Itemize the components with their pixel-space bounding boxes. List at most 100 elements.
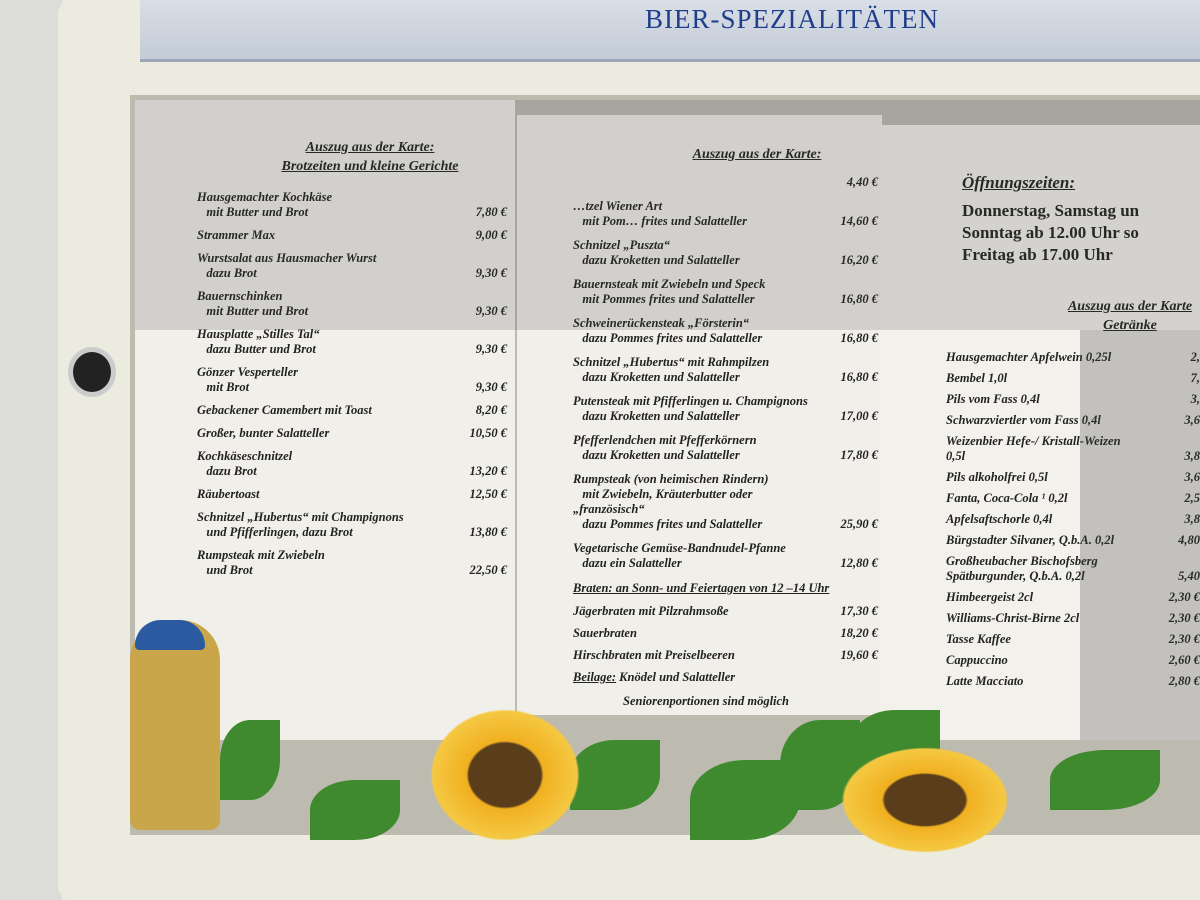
- menu-item-price: 2,30 €: [1168, 632, 1200, 646]
- mains-heading: Auszug aus der Karte:: [692, 147, 822, 162]
- menu-item: Hausplatte „Stilles Tal“ dazu Butter und…: [197, 327, 507, 357]
- menu-item-price: 12,80 €: [840, 556, 879, 570]
- menu-item: Himbeergeist 2cl 2,30 €: [946, 590, 1200, 605]
- menu-item-name: Fanta, Coca-Cola ¹ 0,2l: [946, 491, 1068, 505]
- menu-item-name: Räubertoast: [197, 487, 260, 501]
- menu-item-name: Rumpsteak (von heimischen Rindern) mit Z…: [573, 472, 769, 531]
- menu-item-name: Hausgemachter Kochkäse mit Butter und Br…: [197, 190, 333, 219]
- menu-item: 4,40 €: [573, 175, 878, 190]
- menu-item-name: Cappuccino: [946, 653, 1008, 667]
- menu-item: Pfefferlendchen mit Pfefferkörnern dazu …: [573, 433, 878, 463]
- header-sign: BIER-SPEZIALITÄTEN: [140, 0, 1200, 62]
- senior-note: Seniorenportionen sind möglich: [623, 694, 790, 708]
- menu-item: Großheubacher Bischofsberg Spätburgunder…: [946, 554, 1200, 584]
- sunflower: [830, 740, 1020, 860]
- menu-item: Gönzer Vesperteller mit Brot 9,30 €: [197, 365, 507, 395]
- opening-hours: Donnerstag, Samstag un Sonntag ab 12.00 …: [962, 200, 1139, 266]
- menu-item-price: 13,20 €: [469, 464, 508, 478]
- menu-item-name: …tzel Wiener Art mit Pom… frites und Sal…: [573, 199, 747, 228]
- sunflower: [420, 700, 590, 850]
- menu-item-name: Großheubacher Bischofsberg Spätburgunder…: [946, 554, 1098, 583]
- menu-item: Hausgemachter Apfelwein 0,25l 2,: [946, 350, 1200, 365]
- menu-item-price: 2,30 €: [1168, 611, 1200, 625]
- menu-item: Apfelsaftschorle 0,4l 3,8: [946, 512, 1200, 527]
- menu-item-name: Gebackener Camembert mit Toast: [197, 403, 372, 417]
- menu-item-price: 10,50 €: [469, 426, 508, 440]
- menu-item-price: 14,60 €: [840, 214, 879, 228]
- menu-item-name: Weizenbier Hefe-/ Kristall-Weizen 0,5l: [946, 434, 1124, 463]
- snacks-heading: Auszug aus der Karte: Brotzeiten und kle…: [281, 140, 459, 174]
- menu-item: Bauernschinken mit Butter und Brot 9,30 €: [197, 289, 507, 319]
- decorative-flowers: [130, 620, 1200, 860]
- menu-item-name: Kochkäseschnitzel dazu Brot: [197, 449, 293, 478]
- menu-item: Schnitzel „Hubertus“ mit Champignons und…: [197, 510, 507, 540]
- hours-line: Donnerstag, Samstag un: [962, 201, 1140, 220]
- menu-sheet-drinks: Öffnungszeiten: Donnerstag, Samstag un S…: [880, 125, 1200, 740]
- shadow: [135, 100, 1200, 330]
- menu-item-price: 16,80 €: [840, 370, 879, 384]
- menu-item-name: Sauerbraten: [573, 626, 637, 640]
- menu-item-name: Bembel 1,0l: [946, 371, 1008, 385]
- menu-item-price: 3,6: [1184, 470, 1200, 484]
- menu-item-price: 2,30 €: [1168, 590, 1200, 604]
- menu-item-price: 16,80 €: [840, 292, 879, 306]
- menu-item-price: 7,80 €: [475, 205, 507, 219]
- menu-item-price: 8,20 €: [475, 403, 507, 417]
- menu-item-name: Schweinerückensteak „Försterin“ dazu Pom…: [573, 316, 763, 345]
- menu-item-name: Williams-Christ-Birne 2cl: [946, 611, 1080, 625]
- side-label: Beilage:: [573, 670, 617, 684]
- menu-item-name: Bauernschinken mit Butter und Brot: [197, 289, 309, 318]
- menu-item-name: Schnitzel „Hubertus“ mit Rahmpilzen dazu…: [573, 355, 770, 384]
- roast-list: Jägerbraten mit Pilzrahmsoße 17,30 € Sauer…: [573, 604, 878, 663]
- menu-item: …tzel Wiener Art mit Pom… frites und Sal…: [573, 199, 878, 229]
- menu-item-price: 3,: [1190, 392, 1200, 406]
- menu-item: Bürgstadter Silvaner, Q.b.A. 0,2l 4,80: [946, 533, 1200, 548]
- menu-item: Pils vom Fass 0,4l 3,: [946, 392, 1200, 407]
- menu-item: Schnitzel „Hubertus“ mit Rahmpilzen dazu…: [573, 355, 878, 385]
- menu-item-price: 16,20 €: [840, 253, 879, 267]
- menu-item: Cappuccino 2,60 €: [946, 653, 1200, 668]
- menu-item: Gebackener Camembert mit Toast 8,20 €: [197, 403, 507, 418]
- menu-item-name: Apfelsaftschorle 0,4l: [946, 512, 1053, 526]
- roast-heading: Braten: an Sonn- und Feiertagen von 12 –…: [573, 581, 830, 595]
- lock-icon: [68, 347, 116, 397]
- menu-item-name: Schwarzviertler vom Fass 0,4l: [946, 413, 1101, 427]
- menu-item: Jägerbraten mit Pilzrahmsoße 17,30 €: [573, 604, 878, 619]
- menu-item-name: Hausgemachter Apfelwein 0,25l: [946, 350, 1112, 364]
- menu-item-price: 19,60 €: [840, 648, 879, 662]
- menu-item-price: 17,80 €: [840, 448, 879, 462]
- menu-item: Bembel 1,0l 7,: [946, 371, 1200, 386]
- menu-item: Großer, bunter Salatteller 10,50 €: [197, 426, 507, 441]
- hours-line: Freitag ab 17.00 Uhr: [962, 245, 1113, 264]
- menu-item-name: Großer, bunter Salatteller: [197, 426, 330, 440]
- menu-item: Schweinerückensteak „Försterin“ dazu Pom…: [573, 316, 878, 346]
- menu-item: Schnitzel „Puszta“ dazu Kroketten und Sa…: [573, 238, 878, 268]
- menu-item-name: Hirschbraten mit Preiselbeeren: [573, 648, 735, 662]
- menu-item: Weizenbier Hefe-/ Kristall-Weizen 0,5l 3,…: [946, 434, 1200, 464]
- menu-item-name: Pfefferlendchen mit Pfefferkörnern dazu …: [573, 433, 757, 462]
- drinks-heading: Auszug aus der Karte Getränke: [1067, 299, 1193, 333]
- drinks-list: Hausgemachter Apfelwein 0,25l 2, Bembel 1,…: [946, 350, 1200, 689]
- menu-item-name: Schnitzel „Puszta“ dazu Kroketten und Sa…: [573, 238, 740, 267]
- menu-item-price: 4,80: [1178, 533, 1200, 547]
- menu-item: Rumpsteak (von heimischen Rindern) mit Z…: [573, 472, 878, 532]
- side-text: Knödel und Salatteller: [616, 670, 736, 684]
- menu-item: Kochkäseschnitzel dazu Brot 13,20 €: [197, 449, 507, 479]
- menu-item-name: Bürgstadter Silvaner, Q.b.A. 0,2l: [946, 533, 1115, 547]
- menu-item-price: 3,8: [1184, 449, 1200, 463]
- menu-item-price: 2,60 €: [1168, 653, 1200, 667]
- menu-item-name: Tasse Kaffee: [946, 632, 1011, 646]
- menu-item-price: 5,40: [1178, 569, 1200, 583]
- menu-item-name: Pils vom Fass 0,4l: [946, 392, 1040, 406]
- menu-item: Putensteak mit Pfifferlingen u. Champign…: [573, 394, 878, 424]
- menu-item-price: 9,30 €: [475, 266, 507, 280]
- menu-item: Latte Macciato 2,80 €: [946, 674, 1200, 689]
- menu-item-name: Bauernsteak mit Zwiebeln und Speck mit P…: [573, 277, 766, 306]
- menu-item-name: Himbeergeist 2cl: [946, 590, 1034, 604]
- menu-item-name: Hausplatte „Stilles Tal“ dazu Butter und…: [197, 327, 320, 356]
- hours-heading: Öffnungszeiten:: [962, 173, 1076, 192]
- menu-item-price: 9,30 €: [475, 380, 507, 394]
- menu-item-price: 12,50 €: [469, 487, 508, 501]
- figurine: [130, 620, 220, 830]
- sign-title: BIER-SPEZIALITÄTEN: [645, 4, 939, 34]
